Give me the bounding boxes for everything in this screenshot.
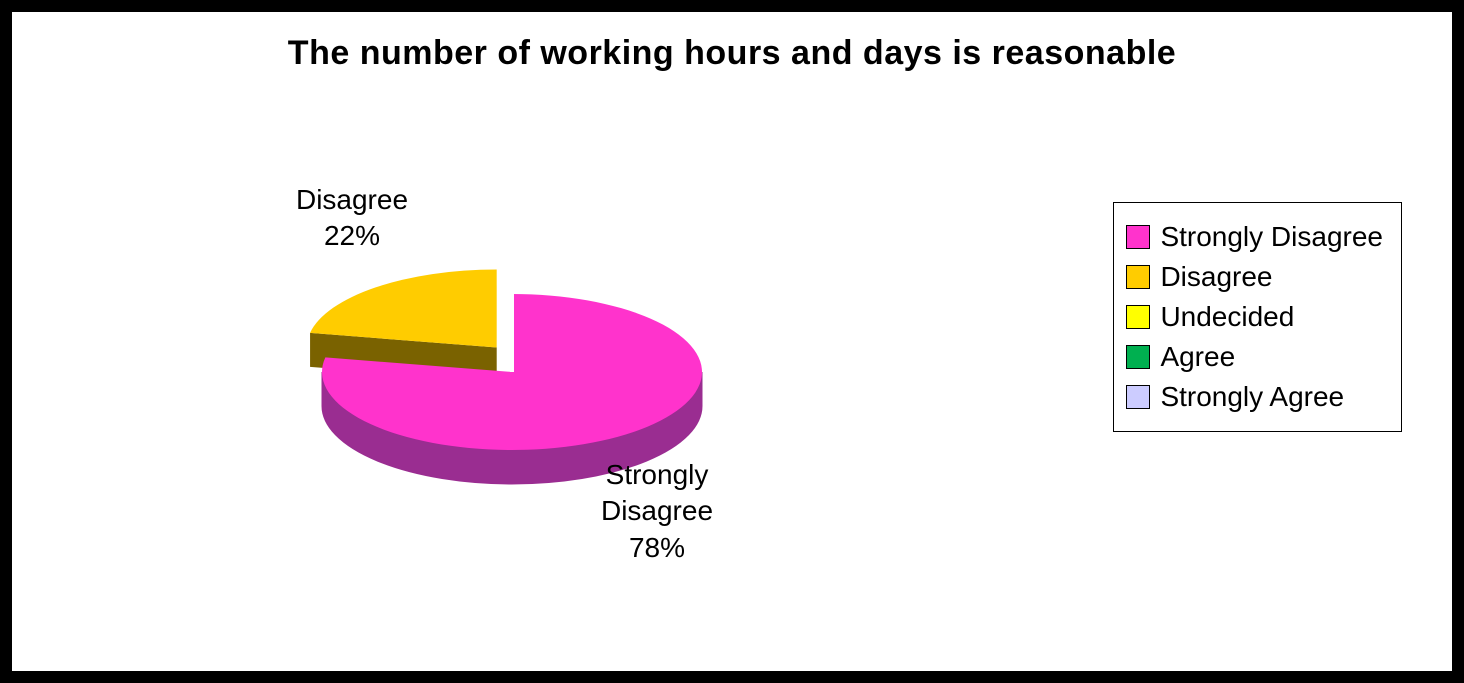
slice-label-line: Disagree xyxy=(557,493,757,529)
legend-item: Strongly Agree xyxy=(1126,381,1383,413)
slice-label-line: 22% xyxy=(272,218,432,254)
legend-swatch xyxy=(1126,305,1150,329)
legend: Strongly Disagree Disagree Undecided Agree S… xyxy=(1113,202,1402,432)
legend-item: Strongly Disagree xyxy=(1126,221,1383,253)
slice-label-line: Disagree xyxy=(272,182,432,218)
legend-swatch xyxy=(1126,345,1150,369)
legend-label: Strongly Disagree xyxy=(1160,221,1383,253)
slice-label-strongly-disagree: Strongly Disagree 78% xyxy=(557,457,757,566)
legend-label: Agree xyxy=(1160,341,1235,373)
chart-frame: The number of working hours and days is … xyxy=(0,0,1464,683)
legend-item: Undecided xyxy=(1126,301,1383,333)
legend-label: Disagree xyxy=(1160,261,1272,293)
legend-swatch xyxy=(1126,265,1150,289)
legend-item: Disagree xyxy=(1126,261,1383,293)
chart-title: The number of working hours and days is … xyxy=(12,34,1452,73)
legend-item: Agree xyxy=(1126,341,1383,373)
legend-label: Strongly Agree xyxy=(1160,381,1344,413)
slice-label-line: Strongly xyxy=(557,457,757,493)
legend-swatch xyxy=(1126,225,1150,249)
legend-swatch xyxy=(1126,385,1150,409)
slice-label-disagree: Disagree 22% xyxy=(272,182,432,255)
slice-label-line: 78% xyxy=(557,530,757,566)
legend-label: Undecided xyxy=(1160,301,1294,333)
